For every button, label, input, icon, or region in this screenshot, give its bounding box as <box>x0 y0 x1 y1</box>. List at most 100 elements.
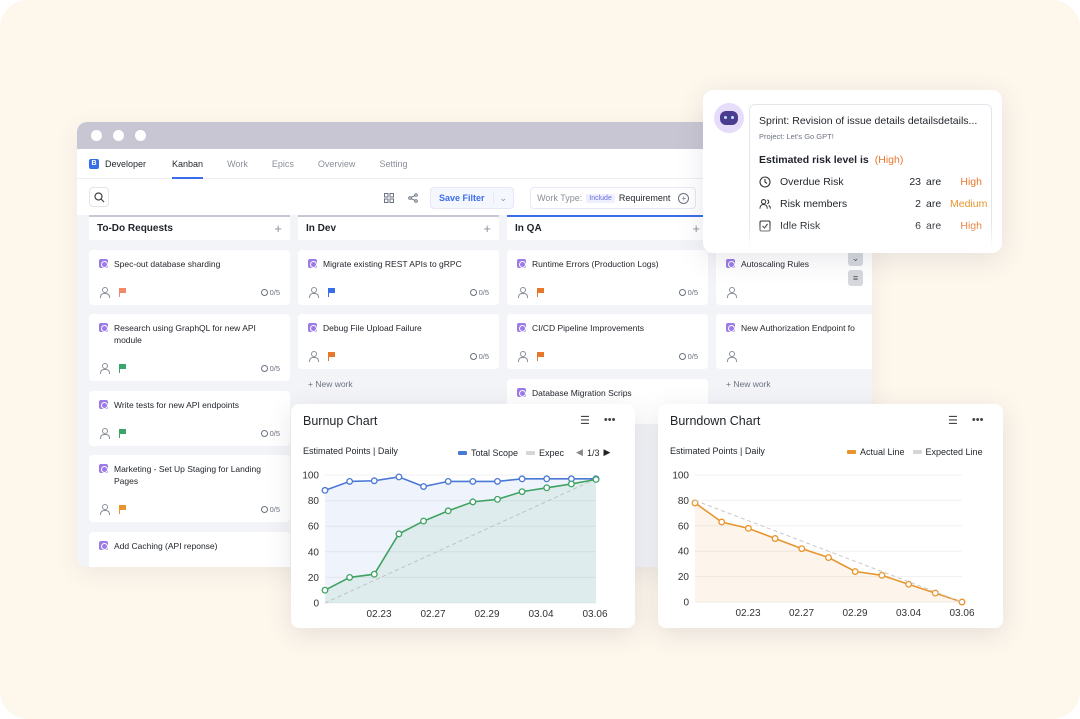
priority-flag-icon[interactable] <box>119 504 127 514</box>
add-card-icon[interactable]: + <box>274 221 282 236</box>
data-point <box>518 475 526 483</box>
collapse-down-icon[interactable]: ⌄ <box>848 250 863 266</box>
tab-kanban[interactable]: Kanban <box>172 149 204 179</box>
add-card-icon[interactable]: + <box>483 221 491 236</box>
risk-level-value: (High) <box>874 154 904 166</box>
task-card[interactable]: Research using GraphQL for new API modul… <box>89 314 290 381</box>
column-in-dev: In Dev + Migrate existing REST APIs to g… <box>298 215 499 389</box>
risk-row-members[interactable]: Risk members 2 are Medium <box>759 198 987 210</box>
tab-setting[interactable]: Setting <box>379 158 408 169</box>
subtask-count: 0/5 <box>260 429 280 438</box>
assignee-icon[interactable] <box>517 351 528 362</box>
task-card[interactable]: Autoscaling Rules <box>716 250 872 305</box>
task-type-icon <box>517 259 526 268</box>
assignee-icon[interactable] <box>99 287 110 298</box>
new-work-label: New work <box>733 379 771 389</box>
data-point <box>494 495 501 503</box>
task-type-icon <box>308 323 317 332</box>
check-circle-icon <box>260 429 268 437</box>
add-card-icon[interactable]: + <box>692 221 700 236</box>
task-card[interactable]: CI/CD Pipeline Improvements 0/5 <box>507 314 708 369</box>
priority-flag-icon[interactable] <box>537 287 545 297</box>
share-icon[interactable] <box>406 191 420 205</box>
priority-flag-icon[interactable] <box>537 351 545 361</box>
task-card[interactable]: Debug File Upload Failure 0/5 <box>298 314 499 369</box>
subtask-value: 0/5 <box>269 287 280 297</box>
legend-swatch <box>847 450 856 454</box>
data-point <box>444 477 452 485</box>
data-point <box>825 554 832 561</box>
task-card[interactable]: Add Caching (API reponse) <box>89 532 290 567</box>
column-title: To-Do Requests <box>97 223 173 234</box>
task-type-icon <box>99 464 108 473</box>
add-filter-icon[interactable]: + <box>678 192 690 204</box>
task-card[interactable]: Migrate existing REST APIs to gRPC 0/5 <box>298 250 499 305</box>
chart-settings-icon[interactable]: ☰ <box>948 415 958 427</box>
subtask-value: 0/5 <box>269 363 280 373</box>
project-selector[interactable]: B Developer <box>89 158 146 169</box>
work-type-filter[interactable]: Work Type: Include Requirement + <box>530 187 697 209</box>
priority-flag-icon[interactable] <box>119 363 127 373</box>
tab-overview[interactable]: Overview <box>317 158 356 169</box>
task-card[interactable]: Marketing - Set Up Staging for Landing P… <box>89 455 290 522</box>
risk-row-overdue[interactable]: Overdue Risk 23 are High <box>759 176 982 188</box>
task-card[interactable]: New Authorization Endpoint fo <box>716 314 872 369</box>
chevron-down-icon[interactable]: ⌄ <box>492 192 514 204</box>
window-maximize-dot[interactable] <box>135 130 146 141</box>
next-page-icon[interactable]: ▶ <box>603 447 611 457</box>
priority-flag-icon[interactable] <box>328 287 336 297</box>
assignee-icon[interactable] <box>517 287 528 298</box>
legend-label[interactable]: Expec <box>539 447 565 458</box>
task-card[interactable]: Runtime Errors (Production Logs) 0/5 <box>507 250 708 305</box>
task-type-icon <box>726 259 735 268</box>
series-line <box>324 478 597 604</box>
more-icon[interactable]: ••• <box>603 414 616 426</box>
priority-flag-icon[interactable] <box>328 351 336 361</box>
data-point <box>592 476 600 483</box>
series-area <box>695 502 962 602</box>
series-line <box>694 502 963 603</box>
assignee-icon[interactable] <box>99 504 110 515</box>
chart-settings-icon[interactable]: ☰ <box>580 415 590 427</box>
legend-label[interactable]: Expected Line <box>925 447 983 457</box>
assignee-icon[interactable] <box>308 351 319 362</box>
legend-label[interactable]: Actual Line <box>860 447 905 457</box>
y-tick-label: 0 <box>313 599 319 610</box>
task-card[interactable]: Spec-out database sharding 0/5 <box>89 250 290 305</box>
column-header: In Dev + <box>298 215 499 240</box>
assignee-icon[interactable] <box>726 287 737 298</box>
risk-row-count: 2 <box>915 198 921 210</box>
data-point <box>518 488 526 496</box>
data-point <box>543 475 551 483</box>
new-work-button[interactable]: + New work <box>308 379 353 389</box>
assignee-icon[interactable] <box>308 287 319 298</box>
grid-view-icon[interactable] <box>382 191 396 205</box>
window-close-dot[interactable] <box>91 130 102 141</box>
tab-work[interactable]: Work <box>227 158 248 169</box>
save-filter-button[interactable]: Save Filter ⌄ <box>430 187 515 209</box>
assignee-icon[interactable] <box>726 351 737 362</box>
data-point <box>494 477 501 485</box>
check-circle-icon <box>260 505 268 513</box>
y-tick-label: 80 <box>678 496 690 507</box>
tab-epics[interactable]: Epics <box>271 158 294 169</box>
task-card[interactable]: Write tests for new API endpoints 0/5 <box>89 391 290 446</box>
priority-flag-icon[interactable] <box>119 287 127 297</box>
priority-flag-icon[interactable] <box>119 428 127 438</box>
new-work-button[interactable]: + New work <box>726 379 771 389</box>
legend-label[interactable]: Total Scope <box>471 447 519 458</box>
more-icon[interactable]: ••• <box>971 414 984 426</box>
chart-title: Burndown Chart <box>670 414 761 428</box>
tree-view-icon[interactable]: ≡ <box>848 270 863 286</box>
subtask-value: 0/5 <box>687 351 698 361</box>
window-minimize-dot[interactable] <box>113 130 124 141</box>
legend-swatch <box>458 450 467 455</box>
assignee-icon[interactable] <box>99 428 110 439</box>
prev-page-icon[interactable]: ◀ <box>576 447 583 457</box>
chart-title: Burnup Chart <box>303 414 378 428</box>
card-title: Migrate existing REST APIs to gRPC <box>323 259 462 269</box>
assignee-icon[interactable] <box>99 363 110 374</box>
data-point <box>567 475 575 483</box>
chart-subtitle: Estimated Points | Daily <box>670 446 765 456</box>
search-button[interactable] <box>89 187 109 207</box>
